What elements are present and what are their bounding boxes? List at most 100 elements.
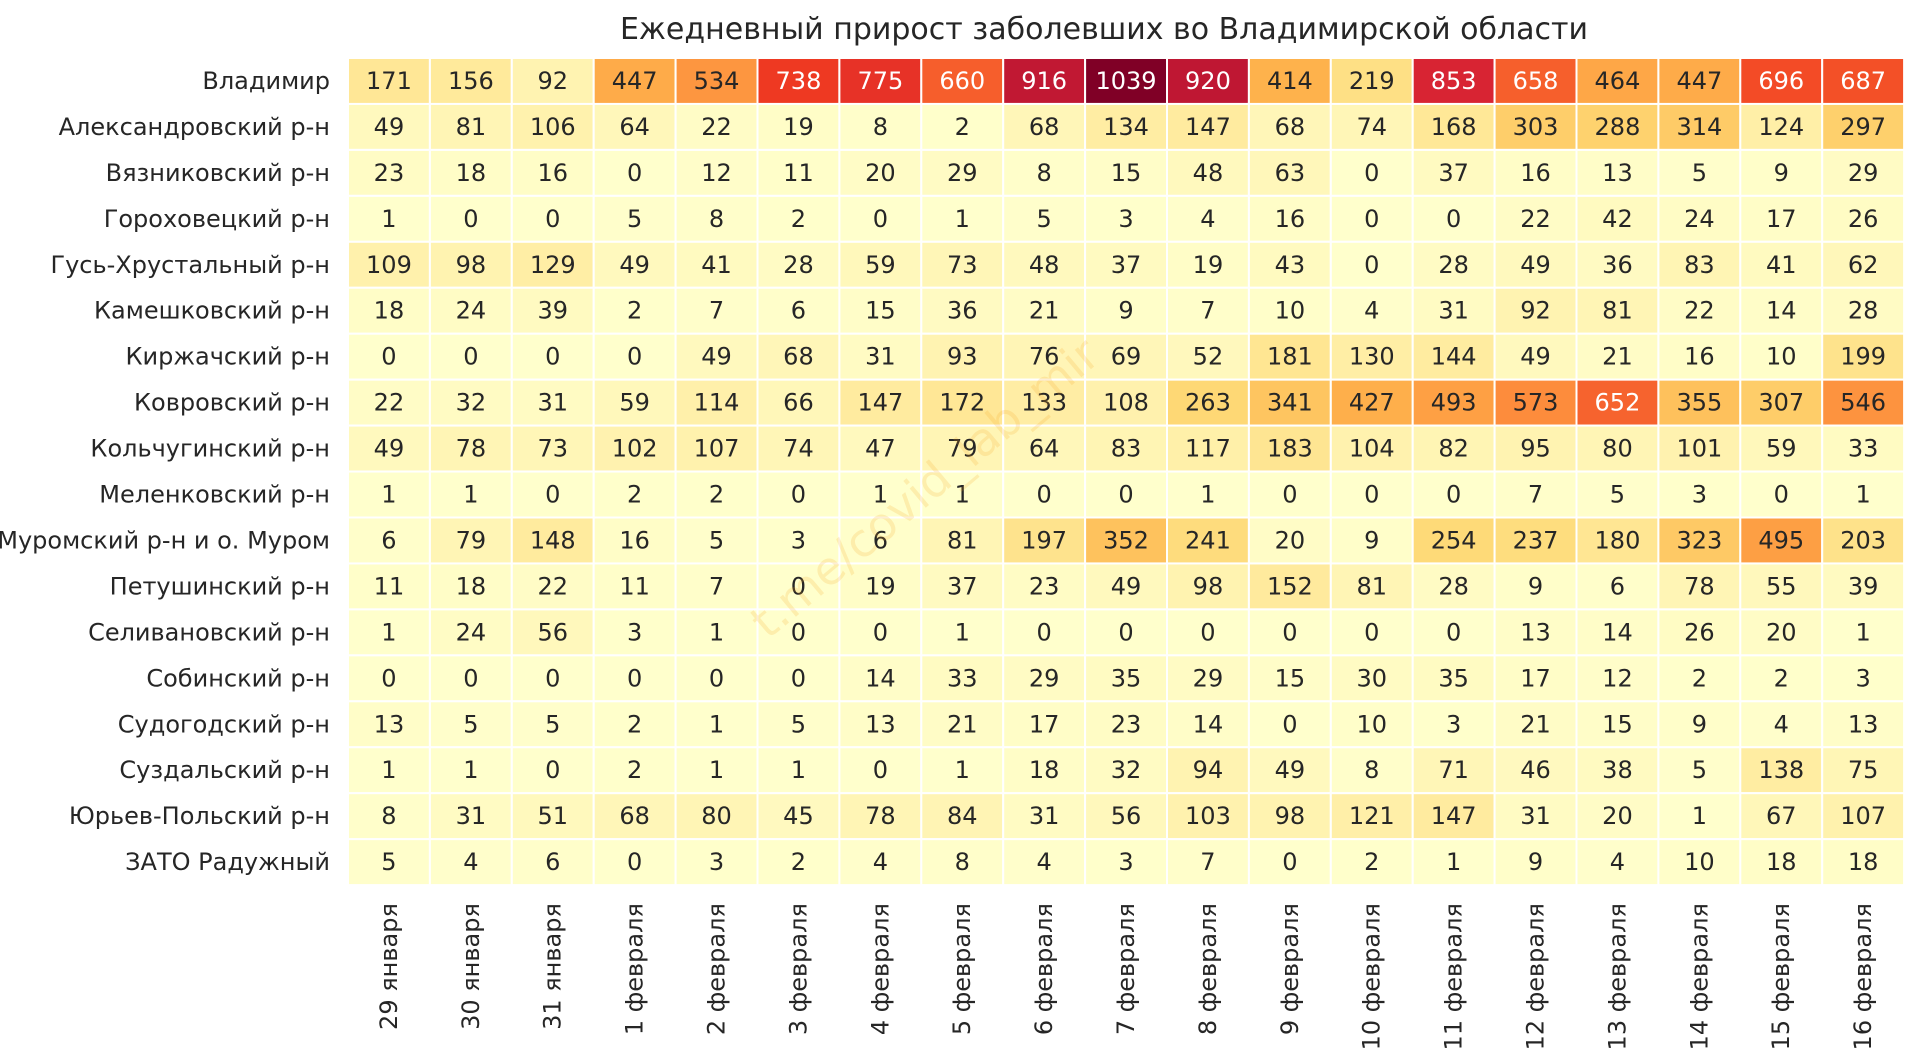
cell-value-label: 13 xyxy=(1848,710,1879,738)
cell-value-label: 18 xyxy=(1848,848,1879,876)
cell-value-label: 414 xyxy=(1267,67,1313,95)
cell-value-label: 80 xyxy=(701,802,732,830)
cell-value-label: 5 xyxy=(545,710,560,738)
cell-value-label: 16 xyxy=(1684,343,1715,371)
cell-value-label: 59 xyxy=(865,251,896,279)
heatmap-cell xyxy=(920,792,1005,841)
cell-value-label: 8 xyxy=(1364,756,1379,784)
cell-value-label: 46 xyxy=(1520,756,1551,784)
cell-value-label: 15 xyxy=(1275,664,1306,692)
cell-value-label: 79 xyxy=(456,526,487,554)
heatmap-cell xyxy=(1002,194,1087,243)
cell-value-label: 14 xyxy=(1602,618,1633,646)
heatmap-cell xyxy=(1657,562,1742,611)
heatmap-cell xyxy=(1329,654,1414,703)
cell-value-label: 237 xyxy=(1513,526,1559,554)
cell-value-label: 93 xyxy=(947,343,978,371)
heatmap-cell xyxy=(510,240,595,289)
cell-value-label: 2 xyxy=(1692,664,1707,692)
cell-value-label: 62 xyxy=(1848,251,1879,279)
heatmap-cell xyxy=(592,194,677,243)
cell-value-label: 7 xyxy=(709,297,724,325)
cell-value-label: 147 xyxy=(857,389,903,417)
heatmap-cell xyxy=(510,470,595,519)
column-label: 9 февраля xyxy=(1276,903,1304,1035)
heatmap-cell xyxy=(1493,240,1578,289)
cell-value-label: 78 xyxy=(865,802,896,830)
cell-value-label: 31 xyxy=(1029,802,1060,830)
cell-value-label: 3 xyxy=(1118,205,1133,233)
heatmap-cell xyxy=(428,286,513,335)
heatmap-cell xyxy=(1002,746,1087,795)
cell-value-label: 26 xyxy=(1684,618,1715,646)
heatmap-cell xyxy=(1821,378,1906,427)
cell-value-label: 98 xyxy=(1275,802,1306,830)
heatmap-cell xyxy=(1084,102,1168,151)
cell-value-label: 1 xyxy=(1446,848,1461,876)
cell-value-label: 49 xyxy=(1111,572,1142,600)
cell-value-label: 1 xyxy=(955,618,970,646)
cell-value-label: 42 xyxy=(1602,205,1633,233)
heatmap-cell xyxy=(1247,562,1332,611)
heatmap-cell xyxy=(592,378,677,427)
cell-value-label: 29 xyxy=(1029,664,1060,692)
cell-value-label: 28 xyxy=(1438,572,1469,600)
chart-title: Ежедневный прирост заболевших во Владими… xyxy=(620,12,1588,47)
row-label: Судогодский р-н xyxy=(118,710,330,738)
cell-value-label: 31 xyxy=(865,343,896,371)
cell-value-label: 916 xyxy=(1021,67,1067,95)
cell-value-label: 1 xyxy=(463,756,478,784)
cell-value-label: 16 xyxy=(619,526,650,554)
heatmap-cell xyxy=(1739,792,1824,841)
heatmap-cell xyxy=(1002,700,1087,749)
cell-value-label: 0 xyxy=(1364,251,1379,279)
heatmap-cell xyxy=(1166,700,1250,749)
column-label: 3 февраля xyxy=(784,903,812,1035)
cell-value-label: 121 xyxy=(1349,802,1395,830)
cell-value-label: 36 xyxy=(947,297,978,325)
cell-value-label: 13 xyxy=(865,710,896,738)
cell-value-label: 3 xyxy=(709,848,724,876)
row-label: Юрьев-Польский р-н xyxy=(69,802,330,830)
heatmap-cell xyxy=(1247,240,1332,289)
heatmap-cell xyxy=(1739,102,1824,151)
heatmap-cell xyxy=(1329,424,1414,473)
heatmap-cell xyxy=(1739,562,1824,611)
row-label: Кольчугинский р-н xyxy=(90,435,330,463)
cell-value-label: 0 xyxy=(1200,618,1215,646)
cell-value-label: 32 xyxy=(456,389,487,417)
cell-value-label: 24 xyxy=(456,297,487,325)
cell-value-label: 2 xyxy=(955,113,970,141)
heatmap-cell xyxy=(1821,654,1906,703)
heatmap-cell xyxy=(1657,700,1742,749)
heatmap-cell xyxy=(1575,516,1660,565)
cell-value-label: 64 xyxy=(619,113,650,141)
cell-value-label: 31 xyxy=(456,802,487,830)
column-label: 11 февраля xyxy=(1440,903,1468,1050)
heatmap-cell xyxy=(1657,57,1742,105)
cell-value-label: 124 xyxy=(1758,113,1804,141)
cell-value-label: 323 xyxy=(1676,526,1722,554)
cell-value-label: 0 xyxy=(1364,205,1379,233)
cell-value-label: 9 xyxy=(1692,710,1707,738)
heatmap-cell xyxy=(1411,332,1496,381)
column-label: 15 февраля xyxy=(1767,903,1795,1050)
cell-value-label: 5 xyxy=(709,526,724,554)
cell-value-label: 78 xyxy=(456,435,487,463)
row-label: Вязниковский р-н xyxy=(106,159,330,187)
cell-value-label: 31 xyxy=(537,389,568,417)
heatmap-cell xyxy=(674,746,759,795)
cell-value-label: 1 xyxy=(709,756,724,784)
cell-value-label: 3 xyxy=(1118,848,1133,876)
cell-value-label: 8 xyxy=(873,113,888,141)
heatmap-cell xyxy=(920,148,1005,197)
cell-value-label: 447 xyxy=(1676,67,1722,95)
cell-value-label: 56 xyxy=(1111,802,1142,830)
cell-value-label: 920 xyxy=(1185,67,1231,95)
cell-value-label: 2 xyxy=(627,481,642,509)
cell-value-label: 11 xyxy=(783,159,814,187)
cell-value-label: 16 xyxy=(537,159,568,187)
row-label: Александровский р-н xyxy=(59,113,330,141)
heatmap-cell xyxy=(347,608,431,657)
cell-value-label: 1 xyxy=(381,756,396,784)
